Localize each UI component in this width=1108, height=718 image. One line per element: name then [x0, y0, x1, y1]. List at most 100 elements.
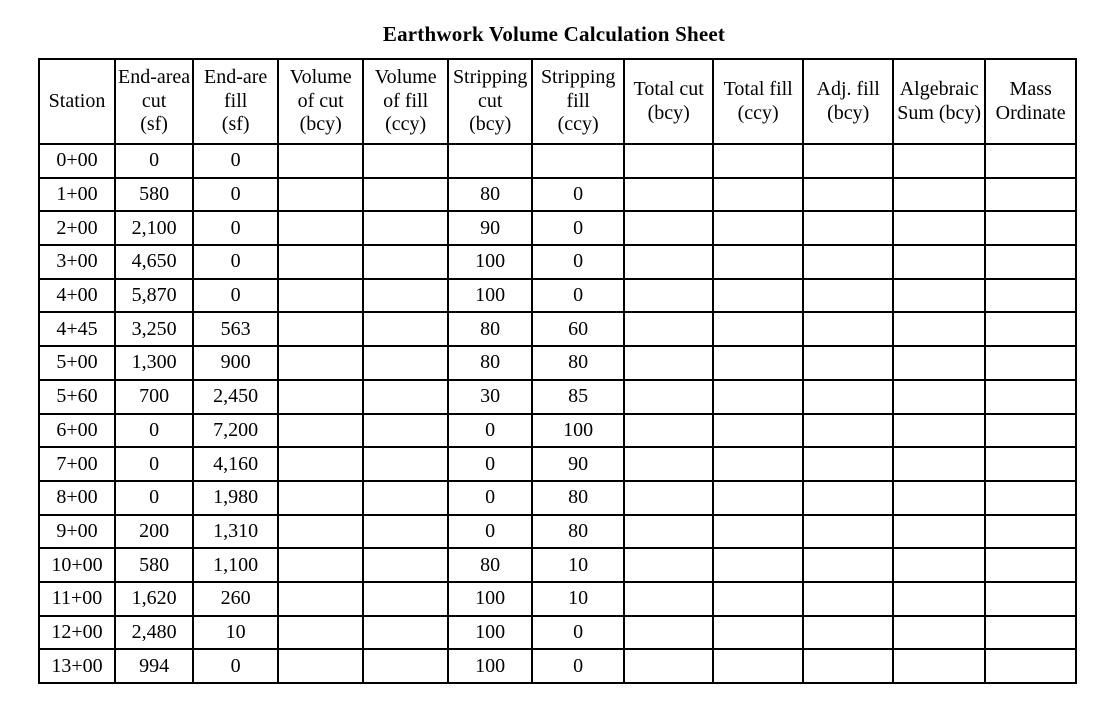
cell-algebraic-sum — [892, 378, 987, 415]
cell-adj-fill — [802, 143, 895, 179]
cell-total-cut — [623, 446, 715, 482]
cell-total-cut — [623, 244, 715, 280]
cell-total-fill — [712, 614, 805, 651]
col-header-end-area-cut: End-area cut (sf) — [113, 58, 195, 145]
cell-station: 3+00 — [38, 244, 116, 280]
cell-volume-of-cut — [277, 614, 365, 651]
table-row: 8+00 0 1,980 0 80 — [38, 479, 1078, 516]
cell-stripping-fill: 0 — [531, 210, 626, 247]
cell-end-area-cut: 5,870 — [113, 277, 195, 314]
cell-station: 8+00 — [38, 479, 116, 516]
cell-stripping-cut: 0 — [447, 479, 534, 516]
cell-volume-of-cut — [277, 176, 365, 213]
cell-stripping-fill: 90 — [531, 446, 626, 482]
cell-volume-of-fill — [362, 412, 450, 449]
col-header-total-fill: Total fill (ccy) — [712, 58, 805, 145]
cell-stripping-cut: 100 — [447, 614, 534, 651]
cell-volume-of-fill — [362, 479, 450, 516]
cell-total-fill — [712, 446, 805, 482]
cell-adj-fill — [802, 176, 895, 213]
cell-end-area-cut: 580 — [113, 547, 195, 583]
col-header-algebraic-sum: Algebraic Sum (bcy) — [892, 58, 987, 145]
cell-volume-of-fill — [362, 547, 450, 583]
cell-volume-of-fill — [362, 580, 450, 617]
cell-algebraic-sum — [892, 143, 987, 179]
cell-end-area-fill: 563 — [192, 311, 280, 348]
cell-end-area-cut: 4,650 — [113, 244, 195, 280]
table-row: 13+00 994 0 100 0 — [38, 648, 1078, 684]
cell-end-area-fill: 0 — [192, 244, 280, 280]
cell-stripping-cut: 0 — [447, 446, 534, 482]
cell-volume-of-fill — [362, 378, 450, 415]
cell-stripping-cut: 80 — [447, 311, 534, 348]
table-row: 7+00 0 4,160 0 90 — [38, 446, 1078, 482]
table-row: 10+00 580 1,100 80 10 — [38, 547, 1078, 583]
cell-stripping-fill: 80 — [531, 513, 626, 550]
cell-volume-of-cut — [277, 277, 365, 314]
cell-total-cut — [623, 143, 715, 179]
cell-station: 6+00 — [38, 412, 116, 449]
cell-adj-fill — [802, 513, 895, 550]
cell-total-cut — [623, 311, 715, 348]
cell-end-area-fill: 0 — [192, 210, 280, 247]
cell-volume-of-fill — [362, 176, 450, 213]
cell-end-area-fill: 1,310 — [192, 513, 280, 550]
col-header-volume-of-cut: Volume of cut (bcy) — [277, 58, 365, 145]
cell-total-fill — [712, 648, 805, 684]
header-row: Station End-area cut (sf) End-are fill (sf) Vol… — [38, 58, 1078, 145]
cell-total-fill — [712, 479, 805, 516]
cell-algebraic-sum — [892, 412, 987, 449]
cell-volume-of-fill — [362, 648, 450, 684]
table-row: 4+45 3,250 563 80 60 — [38, 311, 1078, 348]
cell-volume-of-fill — [362, 210, 450, 247]
cell-total-cut — [623, 412, 715, 449]
cell-stripping-fill: 0 — [531, 277, 626, 314]
cell-volume-of-fill — [362, 446, 450, 482]
col-header-stripping-cut: Stripping cut (bcy) — [447, 58, 534, 145]
cell-end-area-cut: 0 — [113, 446, 195, 482]
cell-total-fill — [712, 277, 805, 314]
cell-total-cut — [623, 580, 715, 617]
cell-volume-of-fill — [362, 614, 450, 651]
cell-stripping-cut: 90 — [447, 210, 534, 247]
cell-stripping-fill: 10 — [531, 547, 626, 583]
cell-end-area-cut: 580 — [113, 176, 195, 213]
cell-stripping-fill: 80 — [531, 479, 626, 516]
cell-end-area-fill: 1,100 — [192, 547, 280, 583]
col-header-mass-ordinate: Mass Ordinate — [984, 58, 1078, 145]
cell-adj-fill — [802, 210, 895, 247]
cell-end-area-fill: 0 — [192, 648, 280, 684]
cell-algebraic-sum — [892, 176, 987, 213]
cell-station: 11+00 — [38, 580, 116, 617]
cell-volume-of-cut — [277, 412, 365, 449]
cell-adj-fill — [802, 412, 895, 449]
cell-station: 4+00 — [38, 277, 116, 314]
cell-mass-ordinate — [984, 513, 1078, 550]
table-row: 0+00 0 0 — [38, 143, 1078, 179]
cell-stripping-cut: 100 — [447, 648, 534, 684]
cell-volume-of-cut — [277, 311, 365, 348]
cell-end-area-fill: 7,200 — [192, 412, 280, 449]
cell-station: 5+60 — [38, 378, 116, 415]
cell-stripping-cut: 100 — [447, 277, 534, 314]
cell-end-area-cut: 200 — [113, 513, 195, 550]
cell-stripping-cut: 80 — [447, 176, 534, 213]
cell-mass-ordinate — [984, 614, 1078, 651]
earthwork-table: Station End-area cut (sf) End-are fill (sf) Vol… — [38, 58, 1078, 684]
cell-algebraic-sum — [892, 614, 987, 651]
cell-mass-ordinate — [984, 345, 1078, 381]
cell-algebraic-sum — [892, 277, 987, 314]
cell-end-area-fill: 10 — [192, 614, 280, 651]
cell-mass-ordinate — [984, 311, 1078, 348]
col-header-end-area-fill: End-are fill (sf) — [192, 58, 280, 145]
cell-mass-ordinate — [984, 547, 1078, 583]
cell-stripping-cut: 80 — [447, 547, 534, 583]
table-row: 12+00 2,480 10 100 0 — [38, 614, 1078, 651]
cell-mass-ordinate — [984, 580, 1078, 617]
cell-adj-fill — [802, 580, 895, 617]
cell-adj-fill — [802, 277, 895, 314]
cell-stripping-fill: 10 — [531, 580, 626, 617]
cell-algebraic-sum — [892, 446, 987, 482]
cell-station: 4+45 — [38, 311, 116, 348]
